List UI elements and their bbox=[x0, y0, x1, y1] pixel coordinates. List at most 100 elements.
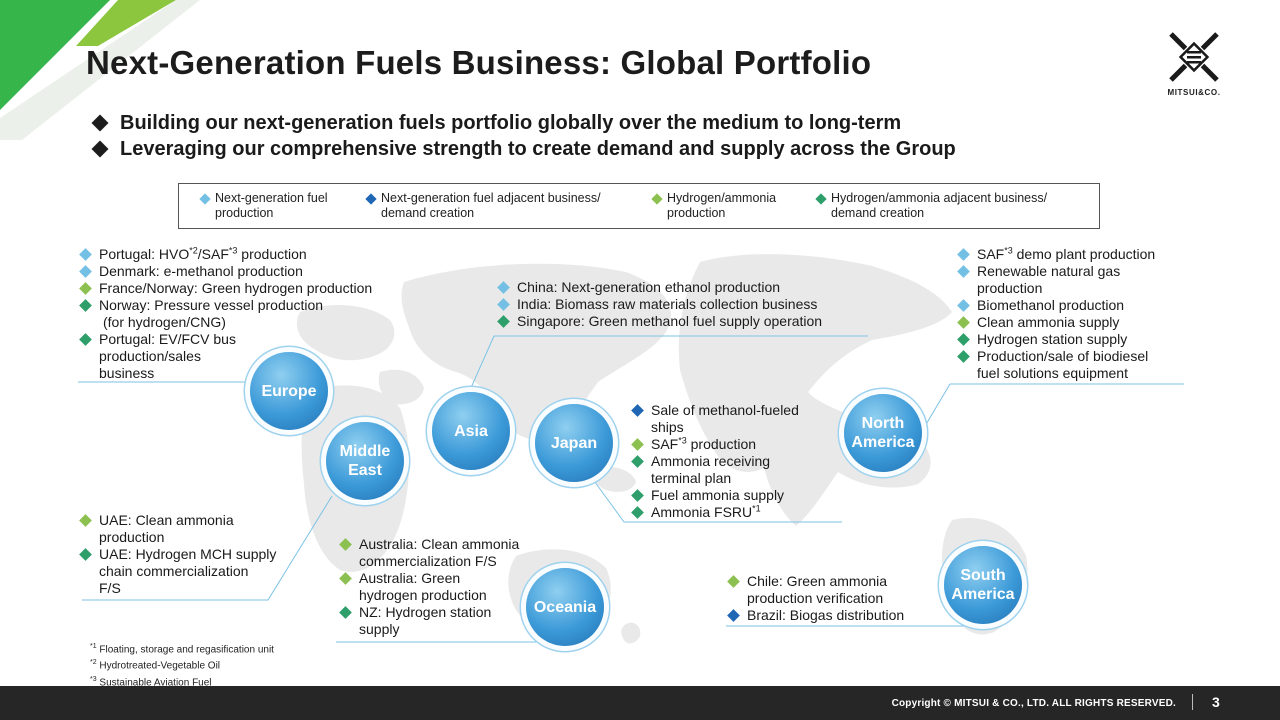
region-north-america: North America bbox=[844, 394, 922, 472]
item-text: Singapore: Green methanol fuel supply op… bbox=[517, 313, 823, 329]
item-text: Fuel ammonia supply bbox=[651, 487, 785, 503]
copyright-text: Copyright © MITSUI & CO., LTD. ALL RIGHT… bbox=[891, 698, 1176, 709]
item-text: France/Norway: Green hydrogen production bbox=[99, 280, 373, 296]
legend-label: Hydrogen/ammonia adjacent business/ bbox=[831, 191, 1048, 205]
key-message: Building our next-generation fuels portf… bbox=[91, 110, 956, 136]
page-number: 3 bbox=[1212, 694, 1220, 710]
dark-green-diamond-icon bbox=[957, 333, 970, 346]
list-item: Ammonia receiving terminal plan bbox=[630, 453, 799, 487]
footnote-ref: *1 bbox=[752, 503, 761, 514]
item-text: commercialization F/S bbox=[359, 553, 497, 569]
list-item: Portugal: HVO*2/SAF*3 production bbox=[78, 246, 372, 263]
item-text: Clean ammonia supply bbox=[977, 314, 1120, 330]
item-text: supply bbox=[359, 621, 400, 637]
region-label: Europe bbox=[261, 382, 317, 400]
light-green-diamond-icon bbox=[79, 514, 92, 527]
legend-label: demand creation bbox=[381, 206, 475, 220]
list-item: Hydrogen station supply bbox=[956, 331, 1155, 348]
light-blue-diamond-icon bbox=[497, 298, 510, 311]
item-text: production verification bbox=[747, 590, 884, 606]
list-item: France/Norway: Green hydrogen production bbox=[78, 280, 372, 297]
light-blue-diamond-icon bbox=[79, 265, 92, 278]
item-text: Renewable natural gas bbox=[977, 263, 1121, 279]
list-item: SAF*3 production bbox=[630, 436, 799, 453]
light-green-diamond-icon bbox=[957, 316, 970, 329]
item-text: Production/sale of biodiesel bbox=[977, 348, 1149, 364]
item-text: Sale of methanol-fueled bbox=[651, 402, 799, 418]
item-text: China: Next-generation ethanol productio… bbox=[517, 279, 781, 295]
item-text: production/sales bbox=[99, 348, 201, 364]
footnotes: *1 Floating, storage and regasification … bbox=[90, 640, 274, 689]
page-title: Next-Generation Fuels Business: Global P… bbox=[86, 44, 872, 81]
list-item: Australia: Green hydrogen production bbox=[338, 570, 519, 604]
dark-green-diamond-icon bbox=[497, 315, 510, 328]
region-label: North bbox=[861, 415, 905, 432]
oceania-projects: Australia: Clean ammonia commercializatio… bbox=[338, 536, 519, 638]
list-item: UAE: Hydrogen MCH supply chain commercial… bbox=[78, 546, 276, 597]
region-oceania: Oceania bbox=[526, 568, 604, 646]
region-label: Oceania bbox=[533, 598, 597, 616]
footnote: *1 Floating, storage and regasification … bbox=[90, 640, 274, 656]
key-message: Leveraging our comprehensive strength to… bbox=[91, 136, 956, 162]
list-item: Clean ammonia supply bbox=[956, 314, 1155, 331]
list-item: Ammonia FSRU*1 bbox=[630, 504, 799, 521]
item-text: UAE: Clean ammonia bbox=[99, 512, 234, 528]
item-text: Portugal: HVO bbox=[99, 246, 190, 262]
company-logo: MITSUI&CO. bbox=[1158, 28, 1230, 97]
item-text: Hydrogen station supply bbox=[977, 331, 1128, 347]
footnote-mark: *3 bbox=[90, 675, 97, 683]
footnote-ref: *2 bbox=[189, 245, 198, 256]
list-item: Singapore: Green methanol fuel supply op… bbox=[496, 313, 822, 330]
asia-projects: China: Next-generation ethanol productio… bbox=[496, 279, 822, 330]
item-text: F/S bbox=[99, 580, 121, 596]
legend-item-next-gen-fuel-adjacent: Next-generation fuel adjacent business/d… bbox=[365, 191, 653, 221]
item-text: production bbox=[977, 280, 1043, 296]
item-text: fuel solutions equipment bbox=[977, 365, 1128, 381]
dark-blue-diamond-icon bbox=[631, 404, 644, 417]
key-message-text: Leveraging our comprehensive strength to… bbox=[120, 138, 956, 160]
item-text: production bbox=[99, 529, 165, 545]
legend-item-hydrogen-ammonia-adjacent: Hydrogen/ammonia adjacent business/deman… bbox=[815, 191, 1087, 221]
region-label: America bbox=[851, 434, 915, 451]
list-item: China: Next-generation ethanol productio… bbox=[496, 279, 822, 296]
list-item: Portugal: EV/FCV bus production/sales busi… bbox=[78, 331, 372, 382]
region-south-america: South America bbox=[944, 546, 1022, 624]
footnote-mark: *2 bbox=[90, 659, 97, 667]
middle-east-projects: UAE: Clean ammonia production UAE: Hydrog… bbox=[78, 512, 276, 597]
item-text: Denmark: e-methanol production bbox=[99, 263, 303, 279]
item-text: ships bbox=[651, 419, 684, 435]
mitsui-logo-icon bbox=[1169, 32, 1219, 82]
footnote-ref: *3 bbox=[678, 435, 687, 446]
key-messages: Building our next-generation fuels portf… bbox=[91, 110, 956, 162]
list-item: SAF*3 demo plant production bbox=[956, 246, 1155, 263]
logo-text: MITSUI&CO. bbox=[1167, 88, 1221, 97]
dark-green-diamond-icon bbox=[79, 299, 92, 312]
north-america-projects: SAF*3 demo plant production Renewable na… bbox=[956, 246, 1155, 382]
dark-blue-diamond-icon bbox=[727, 609, 740, 622]
legend-item-next-gen-fuel-production: Next-generation fuel production bbox=[199, 191, 367, 221]
region-japan: Japan bbox=[535, 404, 613, 482]
item-text: SAF bbox=[651, 436, 679, 452]
south-america-projects: Chile: Green ammonia production verificat… bbox=[726, 573, 904, 624]
item-text: production bbox=[686, 436, 757, 452]
dark-green-diamond-icon bbox=[631, 489, 644, 502]
item-text: UAE: Hydrogen MCH supply bbox=[99, 546, 277, 562]
region-label: Japan bbox=[550, 434, 598, 452]
list-item: Brazil: Biogas distribution bbox=[726, 607, 904, 624]
footnote-mark: *1 bbox=[90, 643, 97, 650]
list-item: Australia: Clean ammonia commercializatio… bbox=[338, 536, 519, 570]
footnote-ref: *3 bbox=[1004, 245, 1013, 256]
legend-label: demand creation bbox=[831, 206, 925, 220]
legend: Next-generation fuel production Next-gene… bbox=[178, 183, 1100, 229]
footnote-ref: *3 bbox=[228, 245, 238, 256]
footnote-text: Floating, storage and regasification uni… bbox=[96, 644, 274, 656]
footnote: *3 Sustainable Aviation Fuel bbox=[90, 673, 274, 689]
list-item: Biomethanol production bbox=[956, 297, 1155, 314]
list-item: Renewable natural gas production bbox=[956, 263, 1155, 297]
footer-bar: Copyright © MITSUI & CO., LTD. ALL RIGHT… bbox=[0, 686, 1280, 720]
list-item: UAE: Clean ammonia production bbox=[78, 512, 276, 546]
footer-divider bbox=[1192, 694, 1193, 710]
list-item: Production/sale of biodiesel fuel solutio… bbox=[956, 348, 1155, 382]
dark-green-diamond-icon bbox=[79, 548, 92, 561]
light-blue-diamond-icon bbox=[497, 281, 510, 294]
